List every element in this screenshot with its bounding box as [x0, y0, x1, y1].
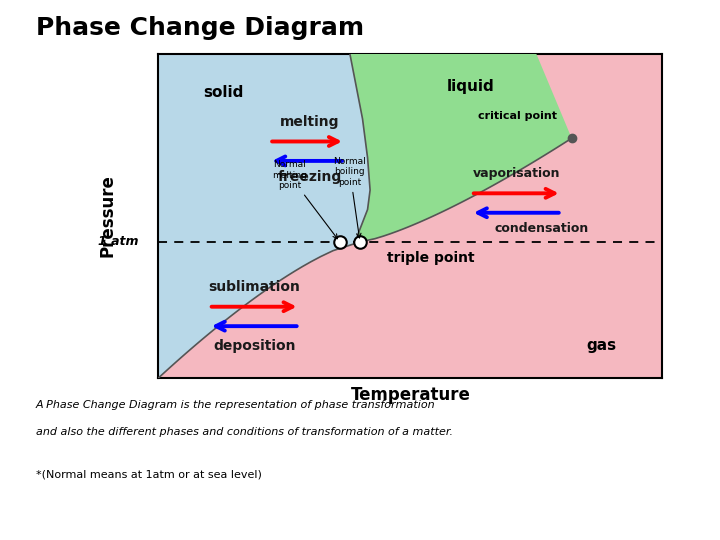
Text: sublimation: sublimation — [208, 280, 300, 294]
Text: Normal
boiling
point: Normal boiling point — [333, 157, 366, 238]
Text: gas: gas — [587, 338, 617, 353]
Text: liquid: liquid — [447, 79, 495, 94]
Text: triple point: triple point — [387, 251, 474, 265]
Text: Normal
melting
point: Normal melting point — [272, 160, 338, 239]
Text: *(Normal means at 1atm or at sea level): *(Normal means at 1atm or at sea level) — [36, 470, 262, 480]
Text: melting: melting — [280, 115, 339, 129]
Text: and also the different phases and conditions of transformation of a matter.: and also the different phases and condit… — [36, 427, 453, 437]
Text: 1 atm: 1 atm — [98, 235, 138, 248]
Text: Phase Change Diagram: Phase Change Diagram — [36, 16, 364, 40]
Text: A Phase Change Diagram is the representation of phase transformation: A Phase Change Diagram is the representa… — [36, 400, 436, 410]
Text: vaporisation: vaporisation — [472, 167, 560, 180]
Polygon shape — [158, 54, 370, 378]
X-axis label: Temperature: Temperature — [351, 386, 470, 404]
Polygon shape — [350, 54, 572, 242]
Text: freezing: freezing — [277, 170, 342, 184]
Text: Pressure: Pressure — [99, 174, 117, 258]
Text: solid: solid — [204, 85, 244, 100]
Text: condensation: condensation — [495, 222, 588, 235]
Text: deposition: deposition — [213, 339, 295, 353]
Text: critical point: critical point — [477, 111, 557, 120]
Polygon shape — [158, 54, 662, 378]
